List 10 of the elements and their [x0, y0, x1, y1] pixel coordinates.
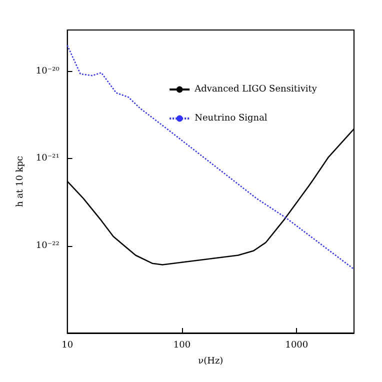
- x-tick-label: 100: [173, 340, 191, 350]
- y-tick-label: 10⁻²⁰: [36, 66, 60, 77]
- legend-label: Neutrino Signal: [194, 114, 268, 124]
- legend-label: Advanced LIGO Sensitivity: [194, 84, 318, 94]
- y-tick-label: 10⁻²²: [36, 240, 60, 251]
- y-axis-title: h at 10 kpc: [16, 156, 26, 208]
- y-tick-label: 10⁻²¹: [36, 154, 60, 164]
- x-axis-title: ν(Hz): [198, 356, 224, 366]
- x-tick-label: 10: [62, 340, 74, 350]
- x-tick-label: 1000: [285, 340, 308, 350]
